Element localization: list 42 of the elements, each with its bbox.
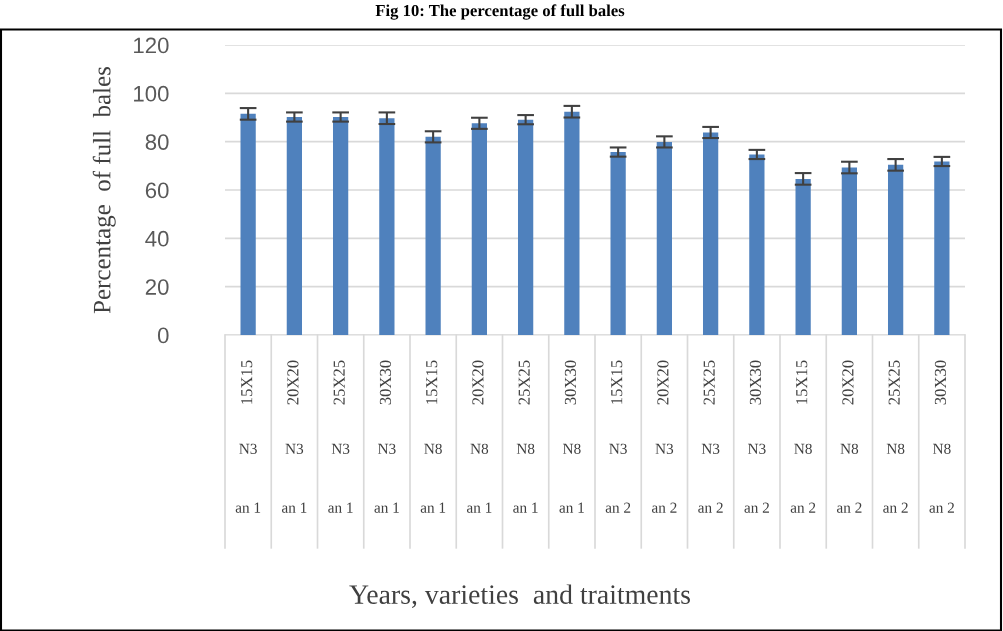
y-tick-label: 20 xyxy=(145,279,169,295)
category-label: 20X20 N3 an 1 xyxy=(281,360,307,513)
category-label: 15X15 N8 an 1 xyxy=(420,360,446,513)
bar xyxy=(934,161,950,335)
category-label: 30X30 N3 an 2 xyxy=(744,360,769,513)
category-label: 25X25 N3 an 1 xyxy=(328,360,353,513)
y-tick-label: 100 xyxy=(134,85,169,102)
bar xyxy=(610,152,626,335)
category-label: 30X30 N3 an 1 xyxy=(374,360,399,513)
bar xyxy=(240,113,256,335)
category-label: 20X20 N3 an 2 xyxy=(651,360,677,513)
bar xyxy=(702,132,719,335)
bar xyxy=(564,111,580,335)
category-label: 15X15 N3 an 1 xyxy=(235,360,261,513)
category-label: 25X25 N8 an 1 xyxy=(513,360,538,513)
chart-title: Fig 10: The percentage of full bales xyxy=(375,4,625,20)
bar xyxy=(749,154,765,335)
y-tick-label: 120 xyxy=(134,37,169,54)
bar xyxy=(656,141,673,335)
category-label: 30X30 N8 an 1 xyxy=(559,360,584,513)
bar xyxy=(471,123,488,335)
category-label: 25X25 N3 an 2 xyxy=(698,360,723,513)
text: Years, varieties and traitments xyxy=(349,584,690,608)
bar xyxy=(332,117,349,335)
y-tick-label: 0 xyxy=(157,327,169,344)
bar xyxy=(841,167,858,335)
category-label: 20X20 N8 an 2 xyxy=(836,360,862,513)
bar xyxy=(379,118,395,335)
y-tick-label: 60 xyxy=(145,182,169,199)
y-tick-label: 40 xyxy=(145,230,169,247)
bar xyxy=(286,117,303,335)
category-label: 15X15 N3 an 2 xyxy=(605,360,631,513)
category-label: 25X25 N8 an 2 xyxy=(883,360,908,513)
category-label: 20X20 N8 an 1 xyxy=(466,360,492,513)
bar xyxy=(425,136,441,335)
y-axis-title: Percentage of full bales xyxy=(92,67,116,314)
y-tick-label: 80 xyxy=(145,134,169,150)
category-label: 30X30 N8 an 2 xyxy=(929,360,954,513)
category-label: 15X15 N8 an 2 xyxy=(790,360,816,513)
bar xyxy=(887,164,904,335)
bar xyxy=(795,178,811,335)
bar xyxy=(517,119,534,335)
